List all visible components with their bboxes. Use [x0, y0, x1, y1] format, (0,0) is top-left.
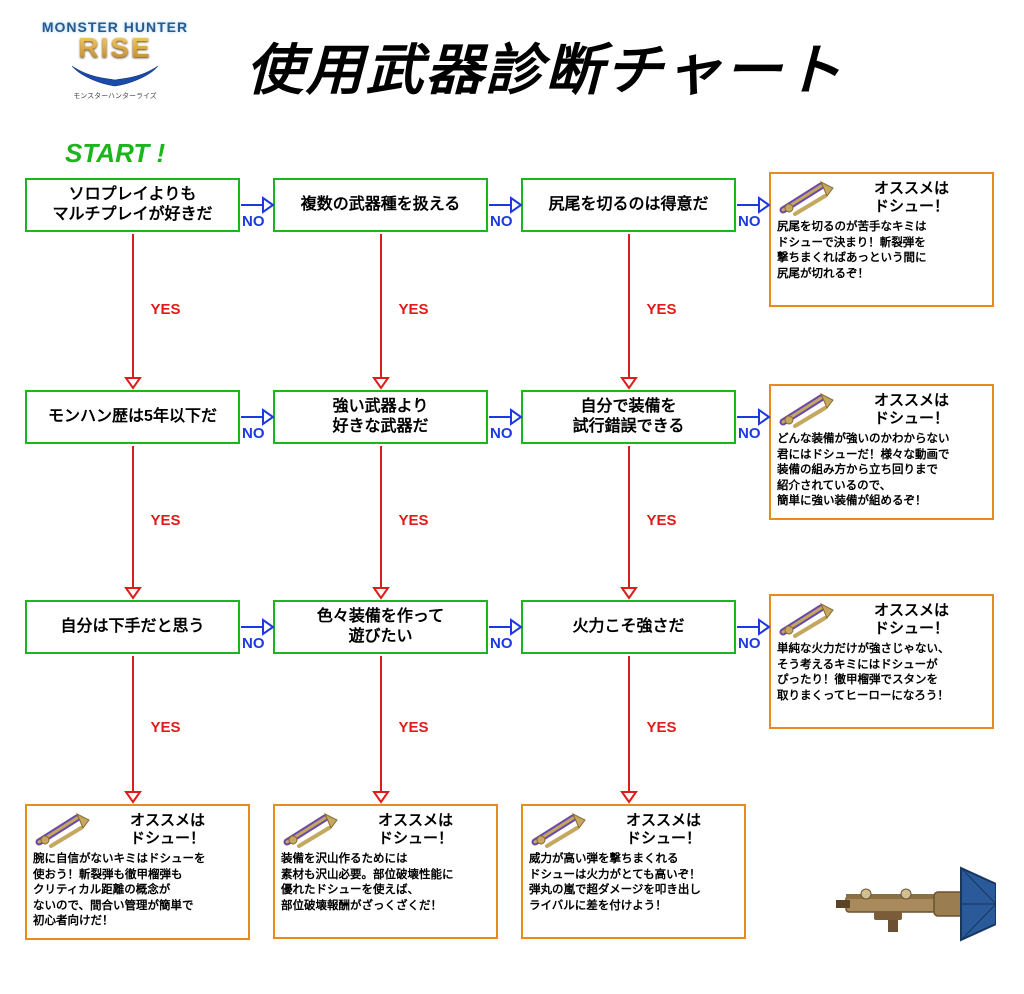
question-box: 自分で装備を 試行錯誤できる — [521, 390, 736, 444]
question-box: 複数の武器種を扱える — [273, 178, 488, 232]
result-box: オススメは ドシュー！ 尻尾を切るのが苦手なキミは ドシューで決まり！斬裂弾を 撃… — [769, 172, 994, 307]
no-label: NO — [242, 635, 265, 652]
question-box: 自分は下手だと思う — [25, 600, 240, 654]
result-desc: 単純な火力だけが強さじゃない、 そう考えるキミにはドシューが ぴったり！徹甲榴弾… — [777, 642, 986, 704]
question-box: 尻尾を切るのは得意だ — [521, 178, 736, 232]
question-box: 火力こそ強さだ — [521, 600, 736, 654]
no-label: NO — [490, 213, 513, 230]
yes-label: YES — [151, 301, 181, 318]
result-title: オススメは ドシュー！ — [589, 812, 738, 848]
result-desc: 装備を沢山作るためには 素材も沢山必要。部位破壊性能に 優れたドシューを使えば、… — [281, 852, 490, 914]
game-logo: MONSTER HUNTER RISE モンスターハンターライズ — [20, 20, 210, 110]
result-title: オススメは ドシュー！ — [837, 602, 986, 638]
question-text: 自分で装備を 試行錯誤できる — [573, 397, 685, 437]
result-desc: 威力が高い弾を撃ちまくれる ドシューは火力がとても高いぞ！ 弾丸の嵐で超ダメージ… — [529, 852, 738, 914]
result-box: オススメは ドシュー！ どんな装備が強いのかわからない 君にはドシューだ！様々な動… — [769, 384, 994, 520]
question-text: モンハン歴は5年以下だ — [48, 407, 217, 427]
weapon-icon — [281, 812, 339, 850]
yes-label: YES — [151, 719, 181, 736]
yes-label: YES — [399, 719, 429, 736]
no-label: NO — [738, 425, 761, 442]
question-text: ソロプレイよりも マルチプレイが好きだ — [52, 185, 212, 225]
weapon-icon — [777, 602, 835, 640]
question-box: ソロプレイよりも マルチプレイが好きだ — [25, 178, 240, 232]
yes-label: YES — [151, 512, 181, 529]
result-desc: どんな装備が強いのかわからない 君にはドシューだ！様々な動画で 装備の組み方から… — [777, 432, 986, 510]
no-label: NO — [490, 635, 513, 652]
result-title: オススメは ドシュー！ — [341, 812, 490, 848]
question-text: 複数の武器種を扱える — [301, 195, 461, 215]
yes-label: YES — [399, 301, 429, 318]
question-box: 強い武器より 好きな武器だ — [273, 390, 488, 444]
yes-label: YES — [399, 512, 429, 529]
result-title: オススメは ドシュー！ — [93, 812, 242, 848]
no-label: NO — [738, 635, 761, 652]
logo-feather-icon — [20, 64, 210, 88]
weapon-icon — [529, 812, 587, 850]
weapon-illustration — [826, 854, 996, 954]
result-desc: 腕に自信がないキミはドシューを 使おう！斬裂弾も徹甲榴弾も クリティカル距離の概… — [33, 852, 242, 930]
logo-subtitle: モンスターハンターライズ — [20, 91, 210, 101]
question-text: 色々装備を作って 遊びたい — [317, 607, 444, 647]
result-desc: 尻尾を切るのが苦手なキミは ドシューで決まり！斬裂弾を 撃ちまくればあっという間… — [777, 220, 986, 282]
no-label: NO — [242, 425, 265, 442]
page-title: 使用武器診断チャート — [246, 25, 844, 105]
question-box: モンハン歴は5年以下だ — [25, 390, 240, 444]
no-label: NO — [242, 213, 265, 230]
result-box: オススメは ドシュー！ 腕に自信がないキミはドシューを 使おう！斬裂弾も徹甲榴弾も… — [25, 804, 250, 940]
yes-label: YES — [647, 512, 677, 529]
yes-label: YES — [647, 719, 677, 736]
weapon-icon — [777, 180, 835, 218]
no-label: NO — [490, 425, 513, 442]
no-label: NO — [738, 213, 761, 230]
weapon-icon — [33, 812, 91, 850]
question-text: 自分は下手だと思う — [60, 617, 204, 637]
question-text: 尻尾を切るのは得意だ — [548, 195, 708, 215]
result-box: オススメは ドシュー！ 装備を沢山作るためには 素材も沢山必要。部位破壊性能に 優… — [273, 804, 498, 939]
question-box: 色々装備を作って 遊びたい — [273, 600, 488, 654]
result-box: オススメは ドシュー！ 単純な火力だけが強さじゃない、 そう考えるキミにはドシュー… — [769, 594, 994, 729]
start-label: START ! — [65, 138, 165, 169]
weapon-icon — [777, 392, 835, 430]
logo-line2: RISE — [20, 34, 210, 62]
question-text: 火力こそ強さだ — [572, 617, 684, 637]
result-title: オススメは ドシュー！ — [837, 392, 986, 428]
result-title: オススメは ドシュー！ — [837, 180, 986, 216]
result-box: オススメは ドシュー！ 威力が高い弾を撃ちまくれる ドシューは火力がとても高いぞ！… — [521, 804, 746, 939]
yes-label: YES — [647, 301, 677, 318]
question-text: 強い武器より 好きな武器だ — [332, 397, 428, 437]
